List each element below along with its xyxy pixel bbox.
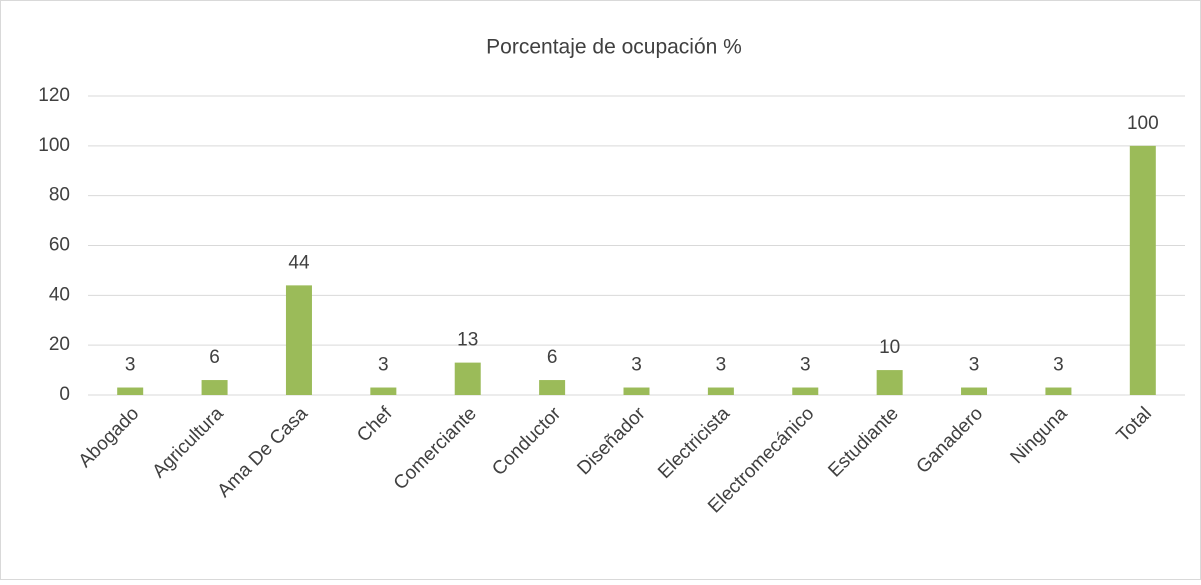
data-label: 3 <box>800 355 811 376</box>
y-tick-label: 80 <box>49 185 70 206</box>
y-tick-label: 60 <box>49 235 70 256</box>
chart-title: Porcentaje de ocupación % <box>486 36 742 59</box>
y-tick-label: 20 <box>49 334 70 355</box>
data-label: 44 <box>288 252 310 273</box>
data-label: 6 <box>547 347 558 368</box>
data-label: 6 <box>209 347 220 368</box>
data-label: 3 <box>969 355 980 376</box>
bar <box>454 362 481 395</box>
bar <box>876 370 903 395</box>
bar <box>201 380 228 395</box>
data-label: 3 <box>378 355 389 376</box>
y-tick-label: 0 <box>59 384 70 405</box>
data-label: 100 <box>1127 113 1159 134</box>
data-label: 3 <box>1053 355 1064 376</box>
bar <box>1129 145 1156 395</box>
bar <box>539 380 566 395</box>
data-label: 3 <box>716 355 727 376</box>
bar <box>961 387 988 395</box>
bar <box>285 285 312 395</box>
bar <box>792 387 819 395</box>
y-tick-label: 100 <box>38 135 70 156</box>
y-tick-label: 120 <box>38 85 70 106</box>
bar <box>117 387 144 395</box>
data-label: 3 <box>125 355 136 376</box>
data-label: 3 <box>631 355 642 376</box>
data-label: 13 <box>457 330 478 351</box>
y-tick-label: 40 <box>49 284 70 305</box>
bar <box>707 387 734 395</box>
bar <box>1045 387 1072 395</box>
data-label: 10 <box>879 337 900 358</box>
bar <box>370 387 397 395</box>
bar <box>623 387 650 395</box>
